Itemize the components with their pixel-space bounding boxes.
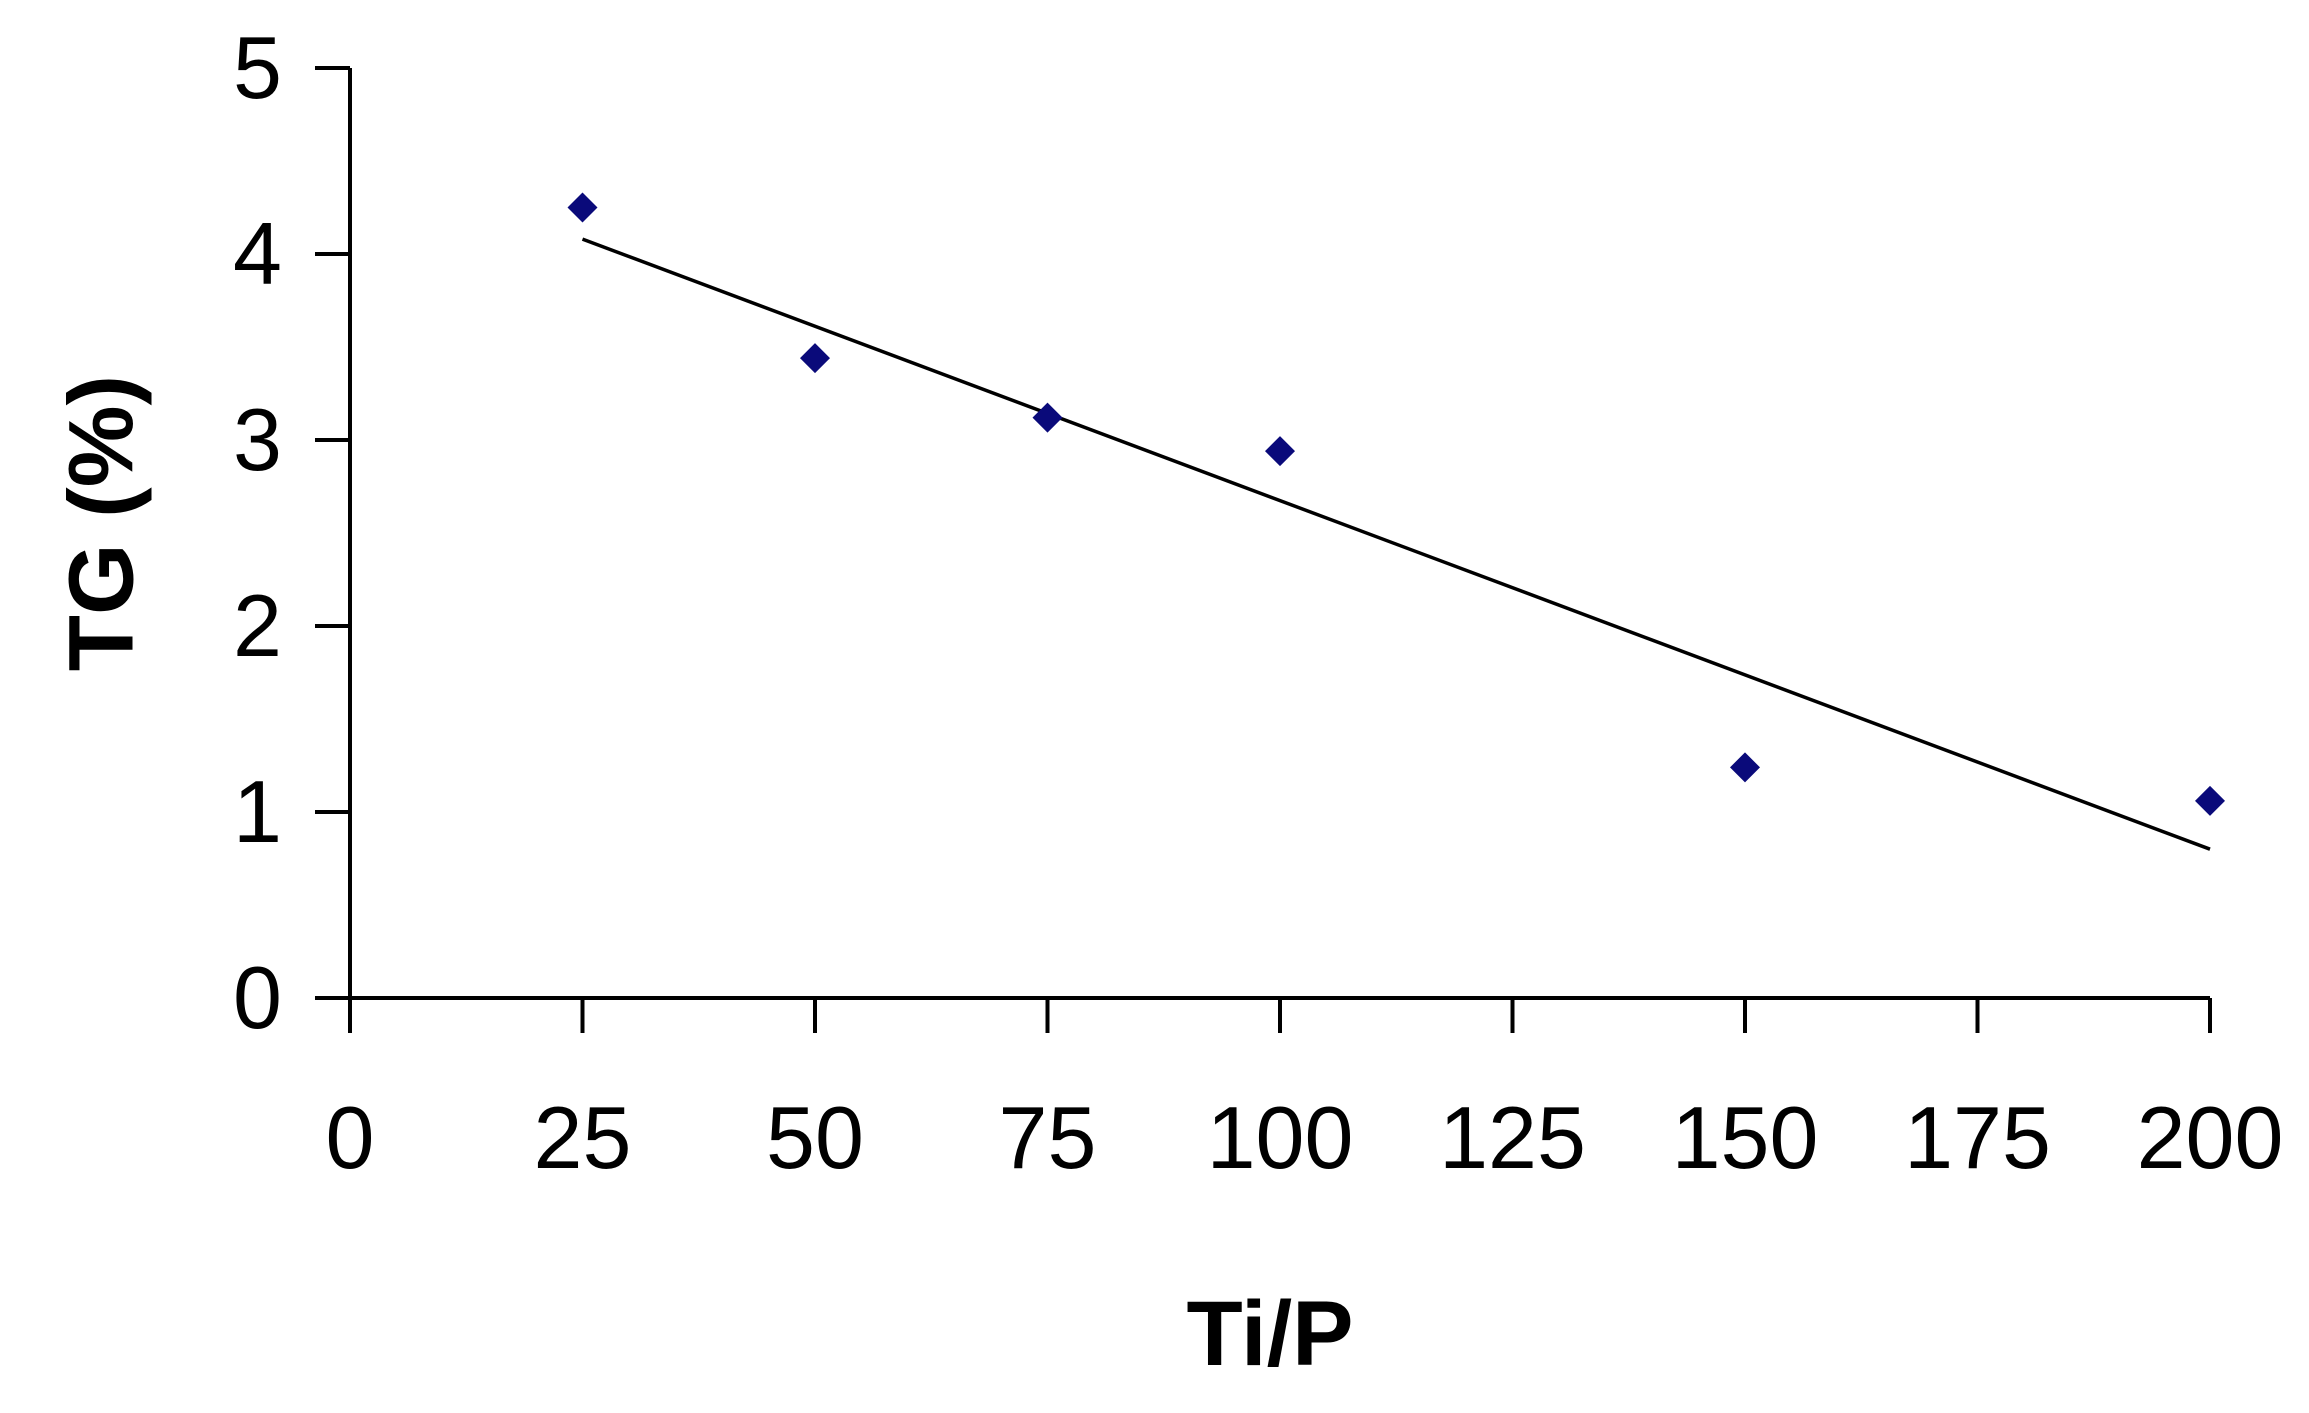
y-tick-label: 2	[233, 576, 282, 675]
x-tick-label: 75	[999, 1088, 1097, 1187]
y-tick-label: 4	[233, 204, 282, 303]
y-tick-label: 0	[233, 948, 282, 1047]
x-tick-label: 200	[2137, 1088, 2284, 1187]
data-point	[1265, 436, 1295, 467]
x-tick-label: 100	[1207, 1088, 1354, 1187]
axes	[315, 68, 2210, 1000]
y-axis-title: TG (%)	[50, 375, 152, 671]
data-point	[1032, 402, 1063, 433]
data-points	[567, 192, 2225, 816]
linear-trendline	[581, 237, 2211, 851]
x-tick-label: 0	[326, 1088, 375, 1187]
x-tick-label: 50	[766, 1088, 864, 1187]
y-tick-label: 3	[233, 390, 282, 489]
data-point	[1730, 752, 1760, 783]
x-tick-label: 25	[534, 1088, 632, 1187]
y-ticks: 0 1 2 3 4 5	[233, 18, 350, 1047]
x-tick-label: 175	[1904, 1088, 2051, 1187]
x-tick-label: 125	[1439, 1088, 1586, 1187]
data-point	[800, 343, 830, 374]
x-axis-title: Ti/P	[1186, 1283, 1353, 1385]
x-tick-label: 150	[1672, 1088, 1819, 1187]
y-tick-label: 5	[233, 18, 282, 117]
data-point	[567, 192, 598, 223]
data-point	[2195, 785, 2225, 816]
trendline-layer	[581, 237, 2211, 851]
x-ticks: 0 25 50 75 100 125 150 175 200	[326, 998, 2284, 1187]
y-tick-label: 1	[233, 762, 282, 861]
